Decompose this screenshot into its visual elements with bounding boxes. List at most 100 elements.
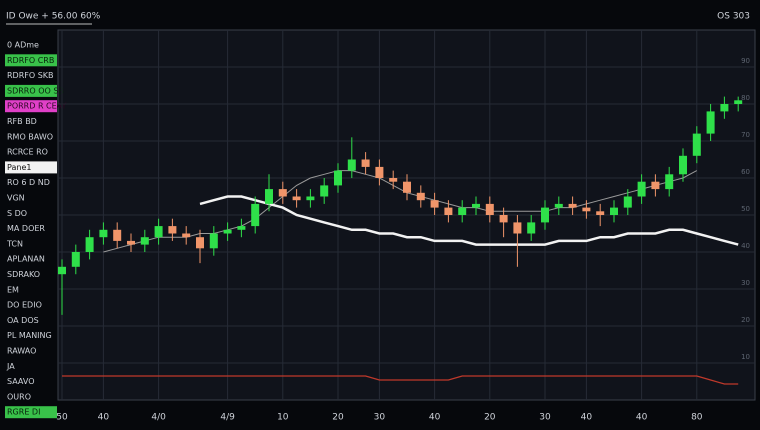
candle-body bbox=[513, 222, 522, 234]
candle-body bbox=[403, 181, 411, 193]
candle-body bbox=[182, 233, 191, 238]
sidebar-item: MA DOER bbox=[7, 224, 45, 233]
candle-body bbox=[734, 100, 743, 104]
x-tick-label: 4/9 bbox=[220, 413, 235, 423]
candle-body bbox=[347, 159, 356, 171]
moving-average bbox=[103, 170, 698, 253]
corner-label: OS 303 bbox=[717, 12, 750, 22]
y-tick-label: 70 bbox=[741, 131, 750, 139]
candle-body bbox=[265, 189, 273, 204]
sidebar-item: 0 ADme bbox=[7, 41, 39, 50]
x-tick-label: 20 bbox=[484, 413, 496, 423]
candle-body bbox=[444, 207, 453, 215]
candle-body bbox=[623, 196, 632, 208]
sidebar-item: VGN bbox=[7, 194, 25, 203]
candle-body bbox=[113, 229, 122, 241]
candle-body bbox=[292, 196, 301, 201]
sidebar-item-bg bbox=[5, 406, 57, 419]
sidebar-item-bg bbox=[5, 161, 57, 174]
candle-body bbox=[610, 207, 618, 215]
candle-body bbox=[651, 181, 660, 190]
candle-body bbox=[154, 226, 163, 238]
y-tick-label: 60 bbox=[741, 168, 750, 176]
sidebar-item: RFB BD bbox=[7, 117, 37, 126]
sidebar-item: RGRE DI bbox=[7, 408, 40, 417]
x-tick-label: 30 bbox=[374, 413, 386, 423]
candle-body bbox=[568, 203, 577, 208]
candle-body bbox=[416, 192, 425, 201]
candle-body bbox=[99, 229, 108, 238]
y-tick-label: 80 bbox=[741, 94, 750, 102]
candle-body bbox=[458, 207, 467, 215]
x-tick-label: 40 bbox=[429, 413, 441, 423]
sidebar-item: RAWAO bbox=[7, 347, 36, 356]
x-tick-label: 40 bbox=[581, 413, 593, 423]
sidebar-item-bg bbox=[5, 100, 57, 113]
candle-body bbox=[140, 237, 149, 245]
candle-body bbox=[389, 178, 398, 182]
candle-body bbox=[554, 203, 563, 208]
x-tick-label: 4/0 bbox=[151, 413, 166, 423]
sidebar-item: RCRCE RO bbox=[7, 148, 48, 157]
title: ID Owe + 56.00 60% bbox=[6, 12, 101, 22]
y-tick-label: 50 bbox=[741, 205, 750, 213]
indicator-line bbox=[62, 375, 739, 385]
sidebar-item: SDRAKO bbox=[7, 270, 40, 279]
sidebar-item: OURO bbox=[7, 392, 31, 401]
candle-body bbox=[720, 104, 729, 112]
sidebar-item: JA bbox=[6, 362, 15, 371]
x-tick-label: 40 bbox=[636, 413, 648, 423]
candle-body bbox=[485, 203, 494, 215]
candle-body bbox=[85, 237, 94, 252]
x-tick-label: 40 bbox=[98, 413, 110, 423]
sidebar-item: OA DOS bbox=[7, 316, 39, 325]
candle-body bbox=[706, 111, 715, 134]
sidebar-item: Pane1 bbox=[7, 163, 31, 172]
sidebar-item: DO EDIO bbox=[7, 301, 42, 310]
candle-body bbox=[251, 203, 260, 227]
candle-body bbox=[499, 215, 508, 223]
sidebar-item-bg bbox=[5, 84, 57, 97]
sidebar-item: PORRD R CEAY bbox=[7, 102, 67, 111]
candle-body bbox=[375, 166, 384, 178]
candle-body bbox=[127, 240, 135, 245]
candle-body bbox=[237, 226, 246, 230]
sidebar-item: EM bbox=[7, 285, 19, 294]
candle-body bbox=[71, 252, 80, 267]
sidebar-item-bg bbox=[5, 54, 57, 67]
sidebar-item: SDRRO OO SB bbox=[7, 86, 64, 95]
candle-body bbox=[596, 211, 605, 215]
moving-average bbox=[199, 195, 739, 246]
sidebar-item: RDRFO CRB bbox=[7, 56, 54, 65]
candle-body bbox=[430, 200, 439, 208]
sidebar-item: RMO BAWO bbox=[7, 132, 53, 141]
candle-body bbox=[58, 266, 66, 275]
candle-body bbox=[665, 174, 674, 190]
y-tick-label: 40 bbox=[741, 242, 750, 250]
candle-body bbox=[692, 133, 701, 156]
x-tick-label: 80 bbox=[691, 413, 703, 423]
candle-body bbox=[320, 185, 329, 197]
y-tick-label: 90 bbox=[741, 57, 750, 65]
sidebar-item: TCN bbox=[6, 239, 23, 248]
candle-body bbox=[209, 233, 218, 249]
y-tick-label: 10 bbox=[741, 353, 750, 361]
candle-body bbox=[168, 226, 177, 234]
x-tick-label: 50 bbox=[56, 413, 68, 423]
candle-body bbox=[679, 155, 687, 175]
candle-body bbox=[306, 196, 315, 201]
candle-body bbox=[223, 229, 232, 234]
candle-body bbox=[582, 207, 591, 212]
candle-body bbox=[541, 207, 549, 223]
sidebar-item: SAAVO bbox=[7, 377, 35, 386]
sidebar-item: RO 6 D ND bbox=[7, 178, 50, 187]
x-tick-label: 30 bbox=[539, 413, 551, 423]
sidebar-item: RDRFO SKB bbox=[7, 71, 54, 80]
y-tick-label: 20 bbox=[741, 316, 750, 324]
x-tick-label: 10 bbox=[277, 413, 289, 423]
candle-body bbox=[361, 159, 370, 167]
candle-body bbox=[527, 222, 536, 234]
candle-body bbox=[472, 203, 480, 208]
